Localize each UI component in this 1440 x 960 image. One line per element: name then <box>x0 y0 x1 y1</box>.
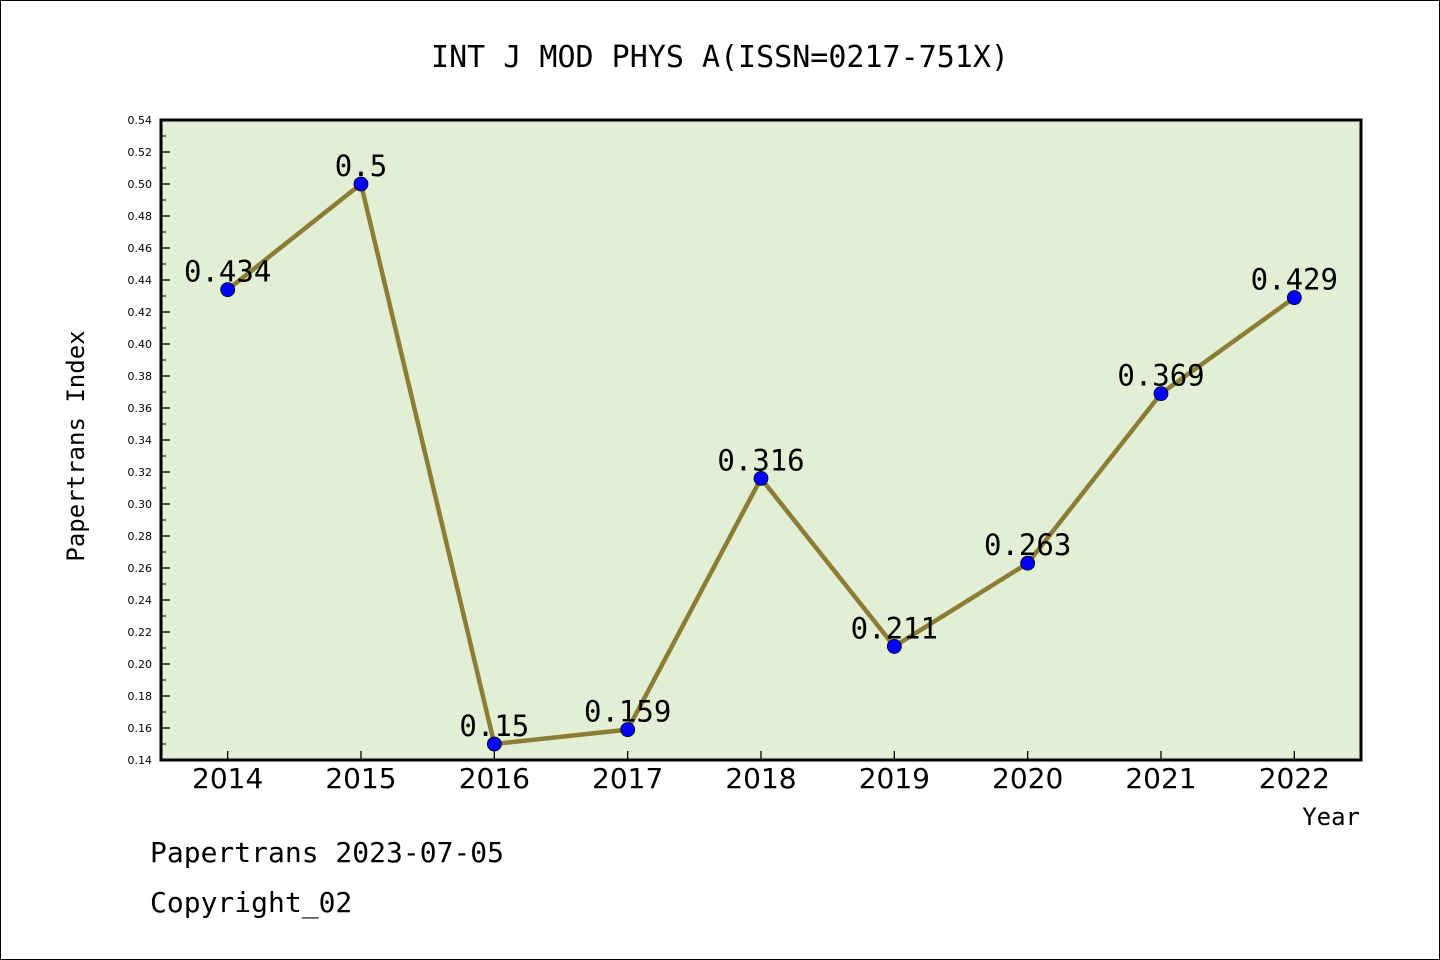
y-tick-label: 0.42 <box>128 306 153 319</box>
y-tick-label: 0.36 <box>128 402 153 415</box>
x-tick-label: 2021 <box>1125 762 1196 795</box>
y-tick-label: 0.46 <box>128 242 153 255</box>
y-tick-label: 0.18 <box>128 690 153 703</box>
data-label: 0.15 <box>459 709 529 743</box>
chart-title: INT J MOD PHYS A(ISSN=0217-751X) <box>431 40 1009 75</box>
data-label: 0.263 <box>984 528 1071 562</box>
x-tick-label: 2017 <box>592 762 663 795</box>
y-tick-label: 0.30 <box>128 498 153 511</box>
data-label: 0.434 <box>184 255 271 289</box>
y-tick-label: 0.54 <box>128 114 153 127</box>
y-tick-label: 0.28 <box>128 530 153 543</box>
data-labels: 0.434 0.5 0.15 0.159 0.316 0.211 0.263 0.369 0.4… <box>184 149 1338 743</box>
y-tick-label: 0.26 <box>128 562 153 575</box>
y-tick-label: 0.32 <box>128 466 153 479</box>
x-axis: 2014 2015 2016 2017 2018 2019 2020 2021 2022 <box>192 751 1330 795</box>
data-label: 0.316 <box>717 443 804 477</box>
y-tick-label: 0.24 <box>128 594 153 607</box>
y-axis-label: Papertrans Index <box>62 330 90 561</box>
y-tick-label: 0.14 <box>128 754 153 767</box>
data-point <box>486 736 502 752</box>
x-tick-label: 2015 <box>325 762 396 795</box>
x-tick-label: 2022 <box>1259 762 1330 795</box>
data-label: 0.211 <box>851 611 938 645</box>
plot-area <box>159 118 1363 762</box>
x-tick-label: 2019 <box>859 762 930 795</box>
data-point <box>1286 290 1302 306</box>
data-label: 0.429 <box>1251 263 1338 297</box>
data-point <box>753 470 769 486</box>
y-tick-label: 0.16 <box>128 722 153 735</box>
data-point <box>1153 386 1169 402</box>
x-tick-label: 2014 <box>192 762 263 795</box>
data-point <box>353 176 369 192</box>
y-tick-label: 0.50 <box>128 178 153 191</box>
x-tick-label: 2018 <box>725 762 796 795</box>
y-tick-label: 0.22 <box>128 626 153 639</box>
data-label: 0.5 <box>335 149 387 183</box>
y-tick-label: 0.20 <box>128 658 153 671</box>
footer-copyright: Copyright_02 <box>150 886 353 919</box>
data-label: 0.369 <box>1117 359 1204 393</box>
y-tick-label: 0.34 <box>128 434 153 447</box>
x-tick-label: 2020 <box>992 762 1063 795</box>
y-tick-label: 0.40 <box>128 338 153 351</box>
footer-date: Papertrans 2023-07-05 <box>150 836 505 869</box>
data-points <box>220 176 1302 752</box>
x-tick-label: 2016 <box>459 762 530 795</box>
y-tick-label: 0.48 <box>128 210 153 223</box>
y-tick-label: 0.38 <box>128 370 153 383</box>
data-point <box>220 282 236 298</box>
y-axis: 0.14 0.16 0.18 0.20 0.22 0.24 0.26 0.28 0.30 0.32… <box>128 114 170 767</box>
y-tick-label: 0.44 <box>128 274 153 287</box>
data-point <box>886 639 902 654</box>
x-axis-label: Year <box>1302 803 1360 831</box>
data-label: 0.159 <box>584 695 671 729</box>
data-point <box>620 722 636 737</box>
data-point <box>1020 555 1036 571</box>
y-tick-label: 0.52 <box>128 146 153 159</box>
